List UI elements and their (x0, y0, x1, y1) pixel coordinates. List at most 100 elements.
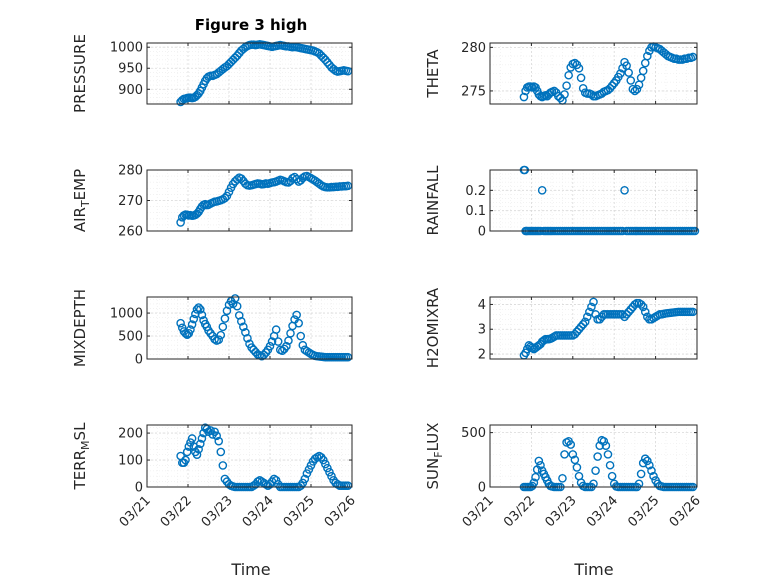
data-point (603, 450, 613, 459)
data-point (582, 312, 592, 322)
y-tick-label: 200 (118, 427, 143, 442)
x-tick-label: 03/24 (584, 493, 621, 530)
data-point (182, 447, 192, 457)
data-point (243, 334, 252, 343)
data-point (536, 460, 545, 470)
data-point (298, 173, 308, 183)
data-point (296, 331, 306, 341)
y-axis-label: AIRTEMP (71, 169, 92, 232)
y-axis-label: PRESSURE (71, 34, 89, 113)
data-point (192, 450, 202, 459)
data-point (218, 461, 228, 470)
x-tick-label: 03/23 (543, 493, 580, 530)
data-point (294, 318, 304, 328)
y-tick-label: 280 (461, 41, 486, 56)
y-axis-label: RAINFALL (424, 165, 442, 236)
y-tick-label: 1000 (110, 307, 143, 322)
data-point (643, 456, 652, 466)
data-point (570, 455, 580, 465)
data-point (239, 322, 248, 332)
data-point (531, 472, 540, 482)
data-point (534, 456, 544, 466)
data-point (323, 58, 332, 67)
data-point (194, 444, 203, 454)
axes-frame (146, 42, 353, 105)
data-point (624, 68, 633, 77)
subplot-mixdepth: 0 500 1000 MIXDEPTH (71, 289, 353, 368)
data-point (206, 426, 215, 435)
axes-frame (146, 424, 353, 488)
data-point (292, 174, 301, 184)
y-tick-label: 3 (478, 323, 486, 338)
data-point (259, 350, 269, 360)
data-point (529, 478, 539, 487)
data-point (570, 58, 580, 68)
data-point (560, 450, 569, 459)
subplot-terr: 0 100 200 03/21 03/22 03/23 03/24 03/25 03/26 TER… (71, 422, 359, 530)
y-tick-label: 0 (135, 481, 143, 496)
axes-frame (489, 424, 698, 488)
y-tick-label: 100 (118, 454, 143, 469)
data-point (214, 436, 224, 446)
x-tick-label: 03/22 (501, 493, 538, 530)
data-point (194, 303, 203, 312)
y-tick-label: 0 (478, 481, 486, 496)
data-point (236, 317, 246, 326)
subplot-h2omixra: 2 3 4 H2OMIXRA (424, 287, 698, 368)
data-point (574, 324, 584, 334)
data-point (306, 461, 316, 470)
data-point (184, 442, 194, 451)
data-point (607, 81, 617, 90)
data-point (560, 90, 569, 99)
data-point (572, 463, 582, 472)
y-tick-label: 275 (461, 84, 486, 99)
data-point (566, 440, 576, 449)
data-point (636, 469, 646, 479)
x-tick-label: 03/21 (460, 493, 497, 530)
y-tick-label: 260 (118, 225, 143, 240)
y-axis-label: THETA (424, 49, 442, 99)
data-point (333, 479, 342, 489)
data-point (267, 337, 277, 346)
data-point (638, 66, 648, 76)
data-point (591, 466, 600, 475)
data-point (599, 437, 609, 446)
data-point (325, 467, 334, 477)
axes-frame (489, 169, 698, 232)
data-point (574, 63, 584, 73)
data-point (327, 471, 336, 481)
data-point (181, 455, 190, 465)
data-point (568, 450, 578, 459)
subplot-sun: 0 500 03/21 03/22 03/23 03/24 03/25 03/26 SUNFLU… (424, 423, 704, 531)
data-point (300, 474, 310, 484)
data-point (562, 81, 571, 90)
data-point (626, 305, 636, 314)
data-point (210, 334, 219, 344)
data-point (688, 307, 698, 317)
data-point (636, 300, 646, 309)
data-point (632, 84, 642, 94)
data-point (236, 174, 246, 183)
x-tick-label: 03/23 (199, 493, 236, 530)
y-tick-label: 1000 (110, 41, 143, 56)
data-point (232, 51, 242, 60)
data-point (230, 294, 240, 303)
data-point (578, 84, 588, 93)
data-point (628, 84, 638, 94)
data-point (228, 299, 238, 309)
data-point (626, 76, 636, 85)
x-tick-label: 03/22 (158, 493, 195, 530)
data-point (601, 441, 611, 450)
data-point (580, 317, 590, 327)
data-point (572, 327, 582, 337)
axes-frame (146, 169, 353, 232)
data-point (688, 52, 698, 62)
data-point (241, 179, 250, 189)
data-point (216, 330, 226, 340)
data-point (323, 463, 332, 473)
y-tick-label: 0.1 (465, 204, 486, 219)
y-tick-label: 280 (118, 164, 143, 179)
x-tick-label: 03/21 (117, 493, 154, 530)
